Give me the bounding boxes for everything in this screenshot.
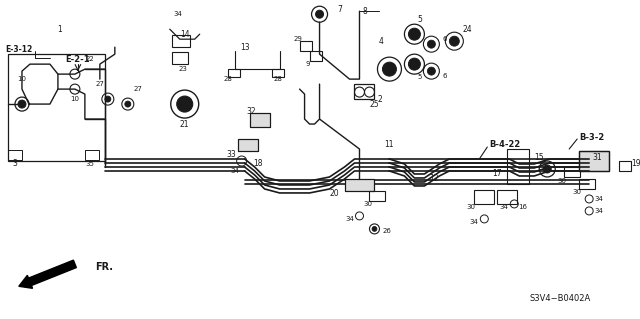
Text: 21: 21 [180, 120, 189, 129]
Text: E-3-12: E-3-12 [5, 45, 32, 54]
Text: 11: 11 [385, 139, 394, 149]
Text: 27: 27 [95, 81, 104, 87]
Text: 26: 26 [383, 228, 392, 234]
Text: 15: 15 [534, 152, 544, 161]
Bar [237, 139, 258, 151]
Text: 25: 25 [370, 100, 380, 108]
Text: 33: 33 [227, 150, 237, 159]
Bar [508, 149, 529, 184]
Text: 34: 34 [595, 208, 604, 214]
Text: 34: 34 [595, 196, 604, 202]
Text: 29: 29 [293, 36, 302, 42]
Circle shape [408, 58, 420, 70]
Text: 5: 5 [417, 15, 422, 24]
Text: 9: 9 [305, 61, 310, 67]
Bar [250, 113, 269, 127]
Text: E-2-1: E-2-1 [65, 55, 90, 64]
Text: 5: 5 [417, 74, 422, 80]
Circle shape [177, 96, 193, 112]
Bar [8, 150, 22, 160]
Circle shape [408, 28, 420, 40]
Bar [310, 51, 321, 61]
Text: 4: 4 [379, 37, 384, 46]
Text: 28: 28 [223, 76, 232, 82]
Bar [172, 35, 189, 47]
Bar [172, 52, 188, 64]
Bar [300, 41, 312, 51]
Circle shape [428, 40, 435, 48]
Text: 10: 10 [70, 96, 79, 102]
Text: 13: 13 [240, 43, 250, 52]
Circle shape [125, 101, 131, 107]
Bar [8, 54, 105, 161]
Circle shape [105, 96, 111, 102]
Text: 16: 16 [518, 204, 527, 210]
Bar [344, 179, 374, 191]
Text: 24: 24 [463, 25, 472, 34]
Text: 2: 2 [377, 95, 382, 104]
Bar [579, 179, 595, 189]
Text: 22: 22 [86, 56, 94, 62]
Text: 1: 1 [58, 25, 62, 34]
Text: 6: 6 [442, 36, 447, 42]
Text: B-3-2: B-3-2 [579, 132, 604, 142]
Text: 17: 17 [493, 169, 502, 178]
Bar [564, 167, 580, 177]
Bar [474, 190, 494, 204]
Bar [250, 113, 269, 127]
Bar [344, 179, 374, 191]
Text: 6: 6 [442, 73, 447, 79]
Circle shape [428, 67, 435, 75]
Circle shape [449, 36, 460, 46]
Text: 23: 23 [179, 66, 187, 72]
Bar [369, 191, 385, 201]
Text: 20: 20 [330, 189, 339, 198]
Text: 28: 28 [273, 76, 282, 82]
FancyArrow shape [19, 260, 76, 288]
Text: FR.: FR. [95, 262, 113, 272]
Text: 30: 30 [573, 189, 582, 195]
Text: S3V4−B0402A: S3V4−B0402A [529, 294, 591, 303]
Circle shape [316, 10, 324, 18]
Text: 30: 30 [467, 204, 476, 210]
Bar [237, 139, 258, 151]
Circle shape [383, 62, 396, 76]
Text: B-4-22: B-4-22 [490, 139, 520, 149]
Text: 30: 30 [363, 201, 372, 207]
Bar [355, 84, 374, 99]
Text: 14: 14 [180, 30, 189, 39]
Circle shape [18, 100, 26, 108]
Bar [579, 151, 609, 171]
Bar [271, 69, 284, 77]
Text: 34: 34 [470, 219, 479, 225]
Text: 12: 12 [429, 174, 439, 183]
Text: 18: 18 [253, 160, 262, 168]
Text: 19: 19 [631, 160, 640, 168]
Text: 7: 7 [337, 5, 342, 14]
Bar [619, 161, 631, 171]
Circle shape [372, 226, 377, 231]
Bar [497, 190, 517, 204]
Text: 31: 31 [593, 152, 602, 161]
Text: 34: 34 [173, 11, 182, 17]
Text: 35: 35 [85, 161, 94, 167]
Text: 32: 32 [247, 107, 257, 115]
Text: 8: 8 [362, 7, 367, 16]
Text: 3: 3 [13, 160, 17, 168]
Text: 30: 30 [557, 178, 566, 184]
Text: 10: 10 [17, 76, 26, 82]
Text: 34: 34 [345, 216, 354, 222]
Text: 27: 27 [133, 86, 142, 92]
Circle shape [543, 165, 551, 173]
Text: 34: 34 [230, 168, 239, 174]
Text: 34: 34 [500, 204, 509, 210]
Bar [579, 151, 609, 171]
Bar [228, 69, 239, 77]
Bar [85, 150, 99, 160]
